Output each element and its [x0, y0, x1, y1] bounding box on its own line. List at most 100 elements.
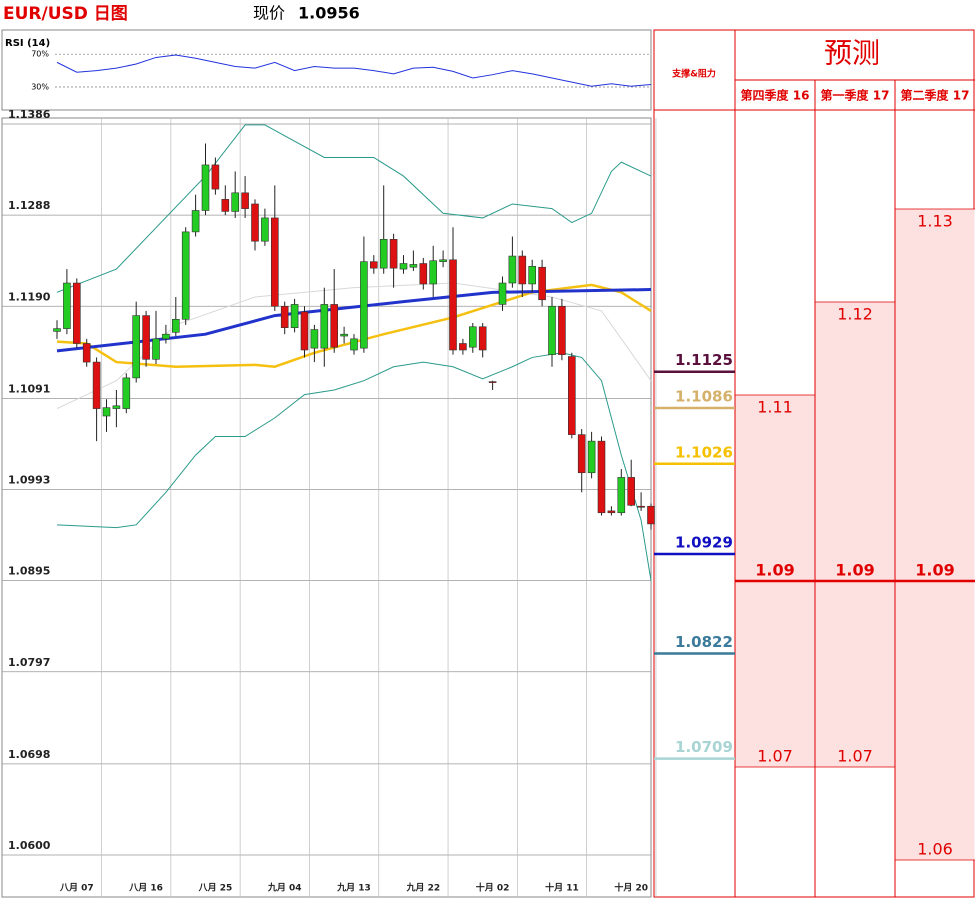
candle-body: [290, 304, 299, 328]
x-tick-label: 十月 11: [545, 882, 579, 894]
forecast-value: 1.09: [915, 560, 954, 579]
y-tick-label: 1.0895: [8, 565, 50, 578]
candle-body: [162, 333, 170, 340]
candle-body: [280, 305, 289, 328]
candle-body: [627, 477, 636, 506]
candle-body: [528, 265, 537, 285]
rsi-frame: [1, 29, 652, 111]
x-tick-label: 九月 13: [336, 882, 371, 894]
candle-body: [409, 264, 418, 268]
candle-body: [478, 326, 487, 351]
candle-body: [597, 440, 606, 514]
x-tick-label: 八月 07: [59, 883, 94, 894]
forecast-value: 1.09: [835, 560, 874, 579]
y-tick-label: 1.1288: [8, 199, 50, 212]
candle-body: [429, 260, 438, 285]
candle-body: [350, 338, 358, 351]
y-tick-label: 1.1386: [8, 108, 51, 121]
y-tick-label: 1.0993: [8, 474, 50, 487]
rsi-line: [56, 54, 652, 87]
forecast-title: 预测: [824, 37, 880, 70]
forecast-range: [815, 301, 895, 767]
candle-body: [201, 164, 210, 211]
y-tick-label: 1.1091: [8, 382, 50, 395]
candle-body: [320, 304, 329, 349]
x-tick-label: 八月 16: [128, 883, 163, 894]
candle-body: [63, 282, 71, 329]
forecast-value: 1.06: [917, 840, 953, 859]
level-label: 1.0822: [675, 633, 733, 651]
candle-body: [567, 356, 576, 435]
candle-body: [558, 305, 566, 355]
candle-body: [261, 217, 269, 242]
candle-body: [142, 315, 150, 360]
forecast-value: 1.07: [757, 746, 793, 765]
candle-body: [508, 255, 517, 284]
candle-body: [419, 263, 428, 285]
title: EUR/USD 日图: [3, 4, 128, 24]
y-tick-label: 1.0698: [8, 748, 50, 761]
candle-body: [191, 210, 200, 233]
candle-body: [251, 203, 259, 242]
candle-body: [399, 263, 408, 270]
candle-body: [102, 407, 111, 417]
candle-body: [369, 261, 378, 269]
candle-body: [221, 199, 230, 212]
candle-body: [389, 239, 398, 269]
x-tick-label: 九月 22: [405, 882, 440, 894]
forecast-value: 1.09: [755, 560, 794, 579]
candle-body: [468, 326, 477, 348]
candle-body: [181, 231, 190, 320]
levels-title: 支撑&阻力: [671, 68, 716, 80]
level-label: 1.1125: [675, 351, 733, 369]
candle-body: [152, 338, 160, 360]
y-tick-label: 1.0797: [8, 656, 50, 669]
candle-body: [241, 192, 249, 209]
candle-body: [647, 505, 655, 525]
candle-body: [300, 311, 309, 351]
candle-body: [330, 304, 339, 348]
candle-body: [132, 315, 140, 379]
forecast-value: 1.13: [917, 211, 953, 230]
level-label: 1.0929: [675, 534, 733, 552]
candle-body: [548, 305, 556, 355]
candle-body: [498, 282, 507, 305]
candle-body: [637, 505, 645, 508]
candle-body: [449, 259, 457, 351]
candle-body: [518, 255, 527, 285]
candle-body: [459, 343, 467, 351]
price: 1.0956: [298, 4, 360, 23]
forecast-value: 1.07: [837, 746, 873, 765]
candle-body: [577, 434, 586, 474]
x-tick-label: 八月 25: [198, 883, 233, 894]
candle-body: [92, 361, 101, 409]
candle-body: [122, 377, 131, 409]
rsi-title: RSI (14): [5, 38, 50, 49]
candle-body: [360, 261, 368, 349]
column-header: 第四季度 16: [741, 88, 810, 103]
level-label: 1.1026: [675, 443, 733, 461]
x-tick-label: 十月 20: [614, 882, 648, 894]
y-tick-label: 30%: [31, 83, 49, 92]
candle-body: [172, 319, 180, 333]
candle-body: [82, 343, 91, 363]
forecast-range: [895, 208, 975, 861]
y-tick-label: 1.0600: [8, 839, 51, 852]
overlay-line: [56, 352, 652, 581]
level-label: 1.1086: [675, 388, 733, 406]
candle-body: [607, 510, 616, 514]
candle-body: [587, 440, 596, 474]
candle-body: [340, 333, 348, 337]
overlay-line: [56, 124, 652, 293]
column-header: 第二季度 17: [901, 88, 970, 103]
forecast-value: 1.12: [837, 304, 873, 323]
level-label: 1.0709: [675, 738, 733, 756]
forecast-value: 1.11: [757, 397, 793, 416]
chart-frame: [1, 117, 652, 898]
column-header: 第一季度 17: [821, 88, 890, 103]
x-tick-label: 十月 02: [476, 882, 510, 894]
candle-body: [379, 239, 388, 269]
candle-body: [617, 477, 626, 514]
candle-body: [439, 259, 447, 262]
